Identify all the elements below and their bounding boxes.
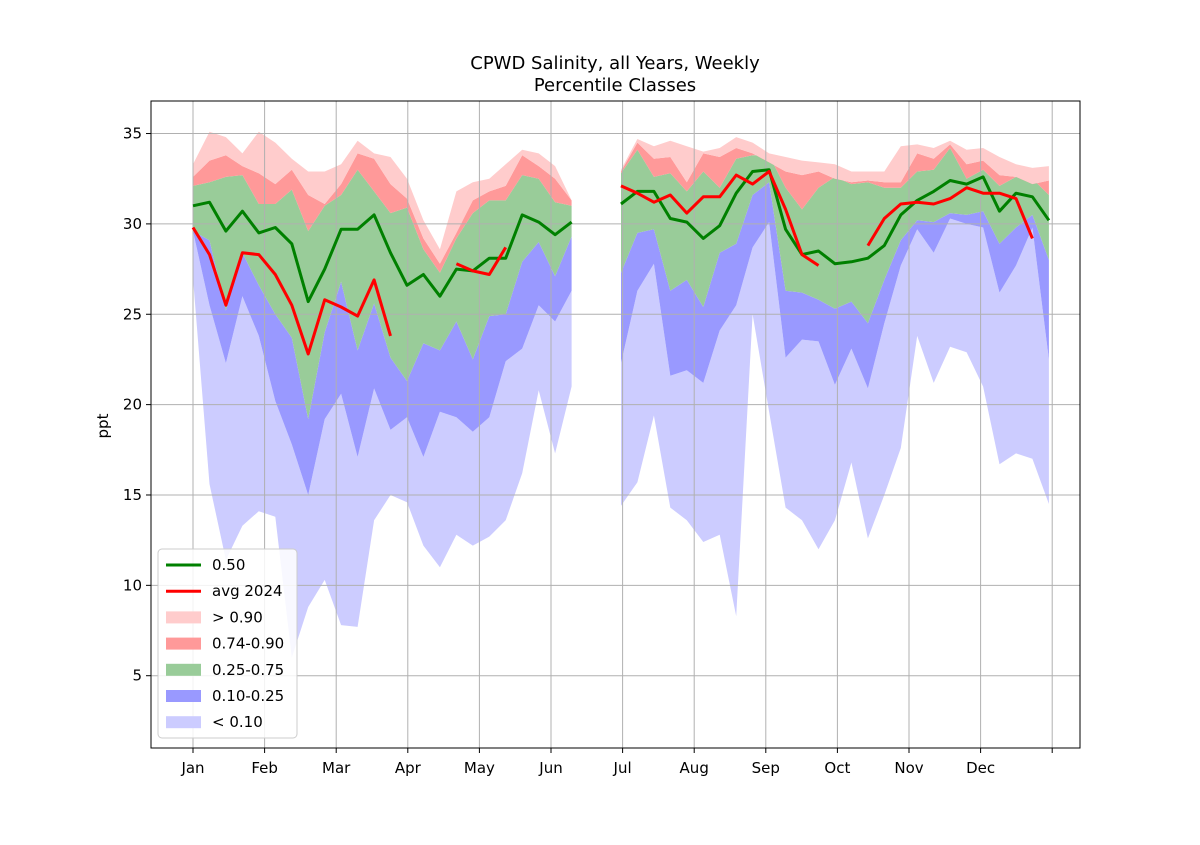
x-tick-label: Jun <box>538 759 562 777</box>
x-tick-label: May <box>464 759 495 777</box>
chart-subtitle: Percentile Classes <box>534 75 696 96</box>
y-axis-label: ppt <box>94 413 112 438</box>
x-tick-label: Dec <box>966 759 995 777</box>
legend-patch-swatch <box>166 716 201 729</box>
x-tick-label: Jul <box>613 759 632 777</box>
legend-patch-swatch <box>166 663 201 676</box>
band-p25-p75-segment-2 <box>621 148 1049 324</box>
avg-2024-line-segment-1 <box>191 226 392 356</box>
band-above-p90-segment-1 <box>193 131 572 264</box>
legend-label: 0.25-0.75 <box>212 661 284 679</box>
band-p10-p25-segment-1 <box>193 231 572 495</box>
legend-patch-swatch <box>166 637 201 650</box>
band-above-p90-segment-2 <box>621 137 1049 185</box>
y-tick-label: 30 <box>123 215 142 233</box>
band-p10-p25-segment-2 <box>621 182 1049 389</box>
legend-label: > 0.90 <box>212 608 263 626</box>
axis-ticks: Jan Feb Mar Apr May Jun Jul Aug Sep Oct Nov Dec 5 10 1… <box>123 125 1053 777</box>
median-line-segment-1 <box>192 200 573 304</box>
band-below-p10-segment-2 <box>621 218 1049 617</box>
x-tick-label: Sep <box>752 759 780 777</box>
legend-label: 0.50 <box>212 556 245 574</box>
avg-2024-line-segment-2 <box>455 246 507 276</box>
median-line-segment-2 <box>620 168 1051 266</box>
y-tick-label: 5 <box>132 667 142 685</box>
grid-lines <box>151 101 1080 748</box>
plot-frame <box>150 100 1081 749</box>
band-p74-p90-segment-1 <box>193 153 572 273</box>
x-tick-label: Feb <box>251 759 278 777</box>
legend-patch-swatch <box>166 690 201 702</box>
series-lines <box>191 168 1051 356</box>
y-tick-label: 25 <box>123 305 142 323</box>
legend-patch-swatch <box>166 611 201 624</box>
x-tick-label: Mar <box>322 759 351 777</box>
band-p74-p90-segment-2 <box>621 142 1049 210</box>
y-tick-label: 20 <box>123 396 142 414</box>
x-tick-label: Apr <box>395 759 422 777</box>
avg-2024-line-segment-4 <box>866 186 1034 247</box>
y-tick-label: 35 <box>123 125 142 143</box>
chart-title: CPWD Salinity, all Years, Weekly <box>470 53 760 74</box>
legend-label: < 0.10 <box>212 713 263 731</box>
x-tick-label: Oct <box>824 759 850 777</box>
x-tick-label: Aug <box>680 759 709 777</box>
percentile-areas <box>193 131 1049 658</box>
legend-label: 0.74-0.90 <box>212 635 284 653</box>
avg-2024-line-segment-3 <box>620 170 820 267</box>
x-tick-label: Nov <box>894 759 923 777</box>
y-tick-label: 10 <box>123 576 142 594</box>
legend: 0.50 avg 2024 > 0.90 0.74-0.90 0.25-0.75 0.10… <box>157 548 298 739</box>
x-tick-label: Jan <box>180 759 204 777</box>
legend-label: avg 2024 <box>212 582 283 600</box>
legend-label: 0.10-0.25 <box>212 687 284 705</box>
band-p25-p75-segment-1 <box>193 169 572 420</box>
y-tick-label: 15 <box>123 486 142 504</box>
